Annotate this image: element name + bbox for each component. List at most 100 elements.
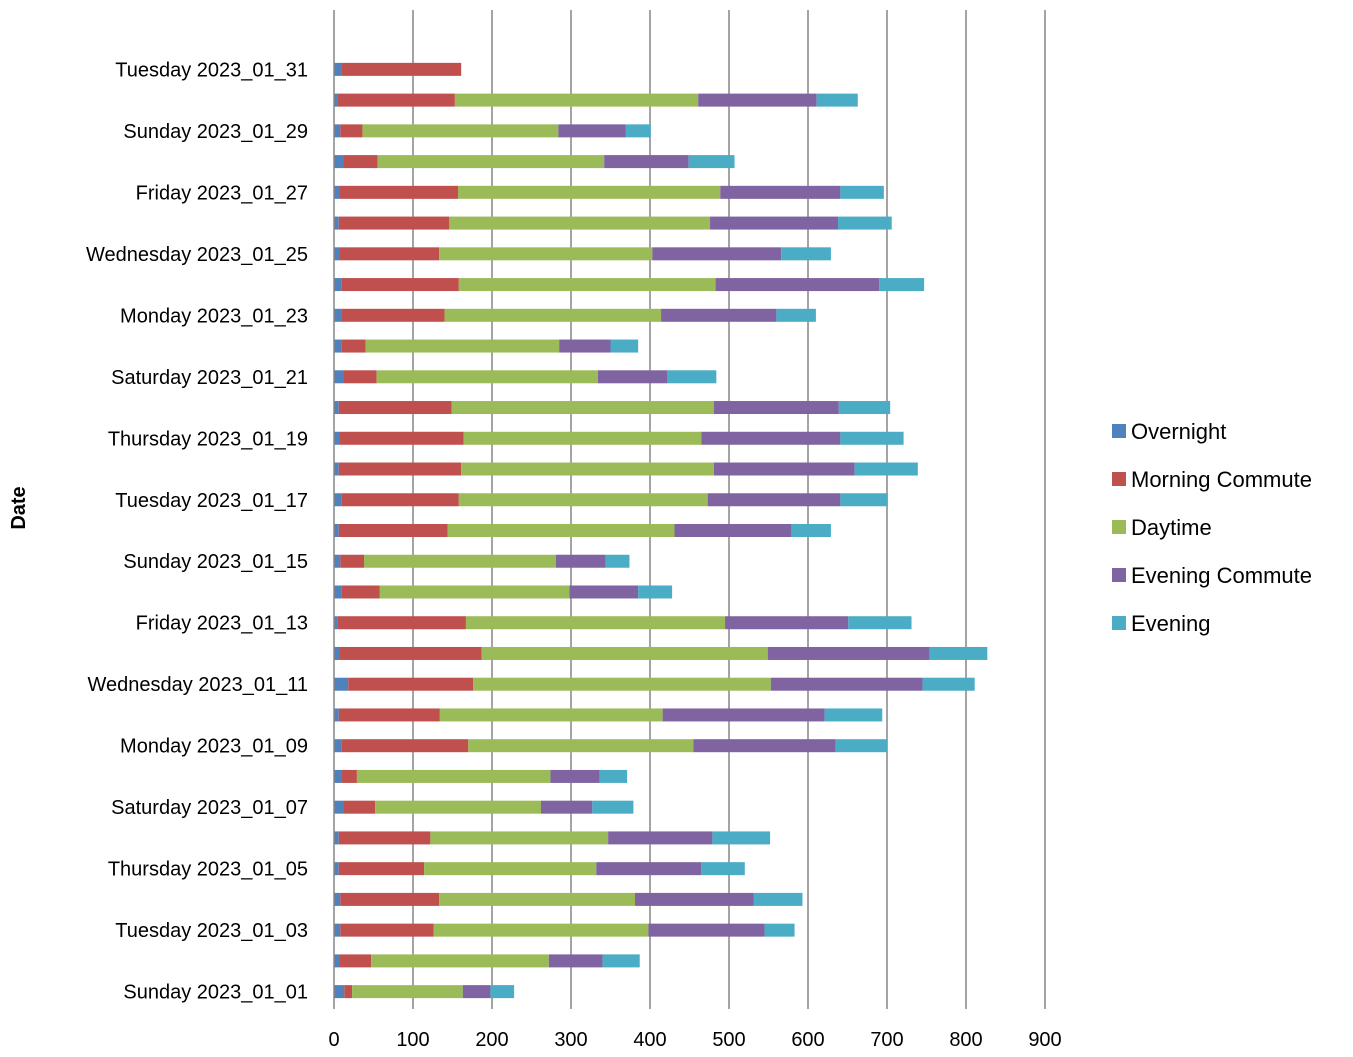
bar-morning-commute-3 bbox=[340, 892, 440, 906]
y-tick-label: Tuesday 2023_01_31 bbox=[115, 59, 308, 81]
y-tick-label: Wednesday 2023_01_11 bbox=[87, 674, 308, 696]
bar-daytime-19 bbox=[451, 401, 714, 415]
bar-overnight-29 bbox=[334, 93, 338, 107]
bar-evening-commute-12 bbox=[725, 616, 849, 630]
bar-morning-commute-0 bbox=[344, 985, 353, 999]
bar-daytime-14 bbox=[364, 554, 556, 568]
bar-morning-commute-6 bbox=[343, 800, 376, 814]
bar-daytime-6 bbox=[375, 800, 541, 814]
bar-evening-10 bbox=[922, 677, 975, 691]
bar-daytime-7 bbox=[356, 769, 551, 783]
bar-morning-commute-22 bbox=[341, 308, 445, 322]
bar-daytime-27 bbox=[377, 155, 605, 169]
bar-overnight-28 bbox=[334, 124, 341, 138]
bar-overnight-4 bbox=[334, 862, 339, 876]
bar-overnight-22 bbox=[334, 308, 342, 322]
legend-label-evening: Evening bbox=[1131, 611, 1211, 636]
bar-overnight-7 bbox=[334, 769, 342, 783]
bar-evening-commute-29 bbox=[698, 93, 817, 107]
bar-daytime-29 bbox=[454, 93, 699, 107]
x-tick-label: 700 bbox=[870, 1029, 903, 1051]
bar-morning-commute-24 bbox=[339, 247, 440, 261]
x-tick-label: 0 bbox=[328, 1029, 339, 1051]
bar-daytime-13 bbox=[379, 585, 570, 599]
bar-overnight-27 bbox=[334, 155, 344, 169]
y-axis: Sunday 2023_01_01 Tuesday 2023_01_03 Thurs… bbox=[86, 10, 335, 1009]
bar-evening-23 bbox=[879, 278, 925, 292]
bar-overnight-2 bbox=[334, 923, 341, 937]
y-tick-label: Monday 2023_01_09 bbox=[120, 736, 308, 758]
bar-overnight-19 bbox=[334, 401, 339, 415]
bar-evening-17 bbox=[854, 462, 918, 476]
y-tick-label: Sunday 2023_01_15 bbox=[123, 551, 308, 573]
bar-evening-commute-27 bbox=[604, 155, 689, 169]
x-tick-label: 900 bbox=[1028, 1029, 1061, 1051]
bar-daytime-26 bbox=[458, 185, 721, 199]
bar-morning-commute-20 bbox=[343, 370, 377, 384]
x-tick-label: 400 bbox=[633, 1029, 666, 1051]
bar-evening-commute-8 bbox=[693, 739, 836, 753]
y-tick-label: Wednesday 2023_01_25 bbox=[86, 244, 308, 266]
bar-daytime-8 bbox=[468, 739, 694, 753]
legend-label-daytime: Daytime bbox=[1131, 515, 1212, 540]
legend-swatch-evening bbox=[1112, 616, 1126, 630]
bar-evening-commute-22 bbox=[661, 308, 777, 322]
bar-evening-commute-5 bbox=[608, 831, 713, 845]
bar-overnight-8 bbox=[334, 739, 342, 753]
bar-morning-commute-30 bbox=[341, 62, 462, 76]
bar-evening-28 bbox=[625, 124, 651, 138]
bar-overnight-9 bbox=[334, 708, 339, 722]
y-tick-label: Friday 2023_01_13 bbox=[136, 613, 308, 635]
legend-swatch-evening-commute bbox=[1112, 568, 1126, 582]
x-tick-label: 300 bbox=[554, 1029, 587, 1051]
bar-daytime-2 bbox=[433, 923, 649, 937]
y-tick-label: Thursday 2023_01_19 bbox=[108, 428, 308, 450]
bar-daytime-17 bbox=[461, 462, 714, 476]
bar-evening-26 bbox=[840, 185, 884, 199]
y-tick-label: Sunday 2023_01_01 bbox=[123, 982, 308, 1004]
bar-daytime-0 bbox=[352, 985, 463, 999]
bar-evening-11 bbox=[929, 646, 988, 660]
bar-morning-commute-12 bbox=[337, 616, 466, 630]
bar-morning-commute-9 bbox=[338, 708, 440, 722]
bar-morning-commute-15 bbox=[338, 524, 448, 537]
bar-overnight-11 bbox=[334, 646, 340, 660]
bar-evening-5 bbox=[712, 831, 771, 845]
bar-overnight-15 bbox=[334, 524, 339, 537]
bar-overnight-26 bbox=[334, 185, 340, 199]
bar-daytime-20 bbox=[376, 370, 598, 384]
bar-evening-14 bbox=[605, 554, 630, 568]
x-tick-label: 800 bbox=[949, 1029, 982, 1051]
legend-swatch-morning-commute bbox=[1112, 472, 1126, 486]
bar-evening-commute-20 bbox=[597, 370, 668, 384]
bar-morning-commute-14 bbox=[340, 554, 365, 568]
bar-evening-3 bbox=[753, 892, 803, 906]
bar-evening-commute-6 bbox=[540, 800, 593, 814]
bar-daytime-9 bbox=[439, 708, 663, 722]
bar-overnight-16 bbox=[334, 493, 342, 507]
x-tick-label: 500 bbox=[712, 1029, 745, 1051]
y-tick-label: Monday 2023_01_23 bbox=[120, 305, 308, 327]
bar-evening-0 bbox=[490, 985, 515, 999]
bar-morning-commute-18 bbox=[339, 431, 464, 445]
bar-evening-20 bbox=[667, 370, 717, 384]
bar-overnight-3 bbox=[334, 892, 341, 906]
x-tick-label: 600 bbox=[791, 1029, 824, 1051]
bar-overnight-20 bbox=[334, 370, 344, 384]
bar-morning-commute-1 bbox=[339, 954, 372, 968]
bar-daytime-15 bbox=[447, 524, 675, 537]
bar-evening-commute-14 bbox=[555, 554, 606, 568]
bar-evening-22 bbox=[776, 308, 816, 322]
bars bbox=[334, 62, 988, 999]
bar-evening-4 bbox=[701, 862, 745, 876]
legend-label-overnight: Overnight bbox=[1131, 419, 1226, 444]
bar-evening-commute-23 bbox=[715, 278, 880, 292]
bar-evening-commute-24 bbox=[652, 247, 782, 261]
y-tick-label: Thursday 2023_01_05 bbox=[108, 859, 308, 881]
bar-morning-commute-16 bbox=[341, 493, 459, 507]
bar-daytime-1 bbox=[371, 954, 549, 968]
bar-evening-commute-3 bbox=[634, 892, 754, 906]
bar-evening-8 bbox=[835, 739, 887, 753]
bar-morning-commute-4 bbox=[338, 862, 425, 876]
